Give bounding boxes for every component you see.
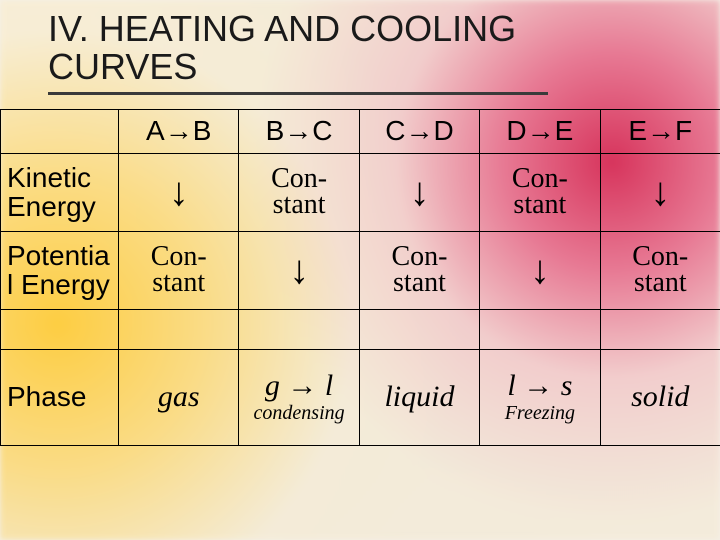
header-cd: C→D — [359, 109, 479, 153]
pe-ab-text: Con-stant — [151, 241, 207, 299]
header-ef: E→F — [600, 109, 720, 153]
header-bc: B→C — [239, 109, 359, 153]
pe-ef-text: Con-stant — [632, 241, 688, 299]
ke-cd: ↓ — [359, 153, 479, 231]
spacer-row — [1, 309, 720, 349]
row-potential-energy: Potential Energy Con-stant ↓ Con-stant ↓… — [1, 231, 720, 309]
ke-ef: ↓ — [600, 153, 720, 231]
phase-bc-sub: condensing — [243, 403, 354, 424]
pe-de: ↓ — [480, 231, 600, 309]
header-ab: A→B — [119, 109, 239, 153]
row-phase: Phase gas g → l condensing liquid l → s … — [1, 349, 720, 445]
phase-ef: solid — [600, 349, 720, 445]
pe-ef: Con-stant — [600, 231, 720, 309]
phase-ab-main: gas — [158, 380, 200, 413]
phase-de: l → s Freezing — [480, 349, 600, 445]
page-title: IV. HEATING AND COOLING CURVES — [48, 10, 548, 95]
phase-cd: liquid — [359, 349, 479, 445]
ke-de: Con-stant — [480, 153, 600, 231]
phase-de-main: l → s — [507, 369, 572, 402]
curves-table: A→B B→C C→D D→E E→F KineticEnergy ↓ Con-… — [0, 109, 720, 446]
pe-ab: Con-stant — [119, 231, 239, 309]
rowhead-potential: Potential Energy — [1, 231, 119, 309]
header-blank — [1, 109, 119, 153]
phase-bc-main: g → l — [265, 369, 333, 402]
rowhead-phase: Phase — [1, 349, 119, 445]
phase-de-sub: Freezing — [484, 403, 595, 424]
ke-de-text: Con-stant — [512, 163, 568, 221]
ke-bc-text: Con-stant — [271, 163, 327, 221]
table-header-row: A→B B→C C→D D→E E→F — [1, 109, 720, 153]
pe-cd: Con-stant — [359, 231, 479, 309]
pe-cd-text: Con-stant — [391, 241, 447, 299]
row-kinetic-energy: KineticEnergy ↓ Con-stant ↓ Con-stant ↓ — [1, 153, 720, 231]
ke-ab: ↓ — [119, 153, 239, 231]
phase-bc: g → l condensing — [239, 349, 359, 445]
pe-bc: ↓ — [239, 231, 359, 309]
ke-bc: Con-stant — [239, 153, 359, 231]
rowhead-kinetic: KineticEnergy — [1, 153, 119, 231]
phase-ab: gas — [119, 349, 239, 445]
phase-ef-main: solid — [631, 380, 689, 413]
header-de: D→E — [480, 109, 600, 153]
title-block: IV. HEATING AND COOLING CURVES — [0, 0, 720, 95]
phase-cd-main: liquid — [384, 380, 454, 413]
